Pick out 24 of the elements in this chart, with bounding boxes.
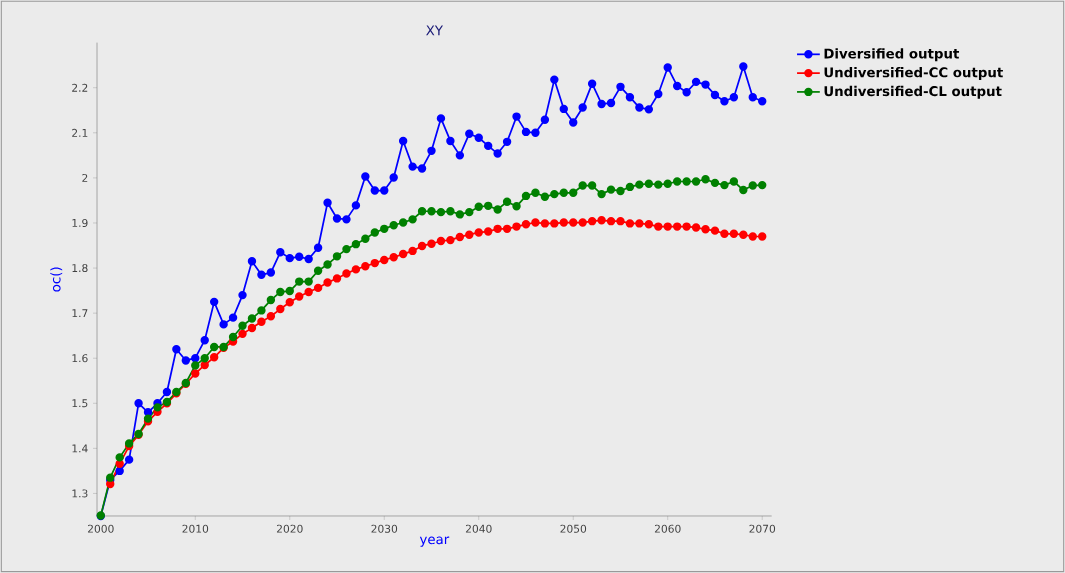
y-axis-title: oc() xyxy=(50,267,63,292)
x-tick-label: 2000 xyxy=(87,524,114,533)
y-tick-label: 2 xyxy=(82,173,88,182)
y-tick-label: 2.1 xyxy=(72,128,88,137)
x-tick-label: 2020 xyxy=(276,524,303,533)
y-tick-label: 1.4 xyxy=(72,444,88,453)
x-tick-label: 2050 xyxy=(560,524,587,533)
x-tick-label: 2040 xyxy=(465,524,492,533)
y-tick-label: 1.8 xyxy=(72,264,88,273)
y-tick-label: 2.2 xyxy=(72,83,88,92)
x-tick-label: 2070 xyxy=(749,524,776,533)
y-tick-label: 1.5 xyxy=(72,399,88,408)
x-axis-title: year xyxy=(419,536,450,547)
y-tick-label: 1.7 xyxy=(72,309,88,318)
y-tick-label: 1.3 xyxy=(72,489,88,498)
x-tick-label: 2030 xyxy=(371,524,398,533)
legend-label: Undiversified-CC output xyxy=(824,67,1003,80)
legend-label: Diversified output xyxy=(824,48,960,62)
legend-label: Undiversified-CL output xyxy=(824,85,1002,99)
y-tick-label: 1.9 xyxy=(72,218,88,227)
x-tick-label: 2010 xyxy=(182,524,209,533)
chart-title: XY xyxy=(426,25,444,36)
x-tick-label: 2060 xyxy=(654,524,681,533)
y-tick-label: 1.6 xyxy=(72,354,88,363)
